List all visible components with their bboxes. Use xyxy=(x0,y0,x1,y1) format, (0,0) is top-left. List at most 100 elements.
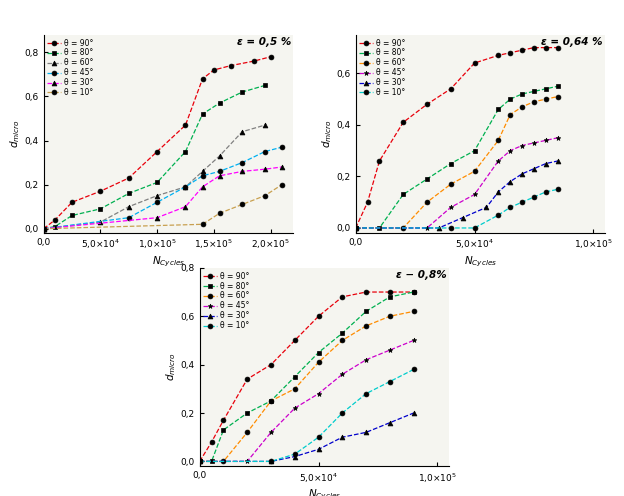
θ = 10° xyxy=(238,201,246,207)
θ = 80° xyxy=(314,350,322,356)
θ = 45° xyxy=(470,191,478,197)
θ = 80° xyxy=(199,111,207,117)
Line: θ = 30°: θ = 30° xyxy=(353,159,560,231)
Legend: θ = 90°, θ = 80°, θ = 60°, θ = 45°, θ = 30°, θ = 10°: θ = 90°, θ = 80°, θ = 60°, θ = 45°, θ = … xyxy=(358,37,406,99)
θ = 10° xyxy=(216,210,223,216)
θ = 90° xyxy=(208,439,215,445)
θ = 90° xyxy=(519,47,526,53)
θ = 80° xyxy=(267,398,275,404)
θ = 45° xyxy=(530,140,538,146)
Line: θ = 90°: θ = 90° xyxy=(41,55,273,231)
θ = 30° xyxy=(410,410,417,416)
θ = 45° xyxy=(261,149,269,155)
Y-axis label: $d_{micro}$: $d_{micro}$ xyxy=(164,353,178,381)
θ = 90° xyxy=(97,188,104,194)
Line: θ = 80°: θ = 80° xyxy=(41,83,267,231)
θ = 60° xyxy=(238,129,246,135)
θ = 80° xyxy=(447,161,454,167)
θ = 80° xyxy=(238,89,246,95)
θ = 60° xyxy=(363,323,370,329)
θ = 80° xyxy=(261,82,269,88)
θ = 10° xyxy=(261,192,269,198)
Legend: θ = 90°, θ = 80°, θ = 60°, θ = 45°, θ = 30°, θ = 10°: θ = 90°, θ = 80°, θ = 60°, θ = 45°, θ = … xyxy=(46,37,94,99)
Line: θ = 45°: θ = 45° xyxy=(41,145,285,231)
θ = 60° xyxy=(542,96,550,102)
θ = 90° xyxy=(220,417,227,423)
Line: θ = 80°: θ = 80° xyxy=(197,290,416,464)
θ = 90° xyxy=(291,337,298,343)
θ = 10° xyxy=(196,458,203,464)
θ = 60° xyxy=(199,169,207,175)
θ = 90° xyxy=(495,53,502,59)
θ = 45° xyxy=(182,184,189,190)
θ = 30° xyxy=(196,458,203,464)
θ = 10° xyxy=(530,194,538,200)
θ = 45° xyxy=(40,226,47,232)
θ = 30° xyxy=(459,215,466,221)
θ = 45° xyxy=(154,199,161,205)
θ = 30° xyxy=(386,420,394,426)
θ = 10° xyxy=(542,189,550,195)
X-axis label: $N_{Cycles}$: $N_{Cycles}$ xyxy=(464,254,497,268)
θ = 90° xyxy=(227,62,235,68)
θ = 90° xyxy=(410,289,417,295)
θ = 45° xyxy=(410,337,417,343)
θ = 90° xyxy=(196,458,203,464)
θ = 60° xyxy=(339,337,346,343)
θ = 60° xyxy=(196,458,203,464)
Line: θ = 10°: θ = 10° xyxy=(197,367,416,464)
θ = 45° xyxy=(267,430,275,435)
θ = 60° xyxy=(40,226,47,232)
θ = 45° xyxy=(386,347,394,353)
X-axis label: $N_{Cycles}$: $N_{Cycles}$ xyxy=(308,487,341,496)
θ = 90° xyxy=(542,45,550,51)
θ = 60° xyxy=(352,225,359,231)
Line: θ = 10°: θ = 10° xyxy=(353,187,560,231)
θ = 30° xyxy=(314,446,322,452)
θ = 80° xyxy=(97,206,104,212)
θ = 80° xyxy=(519,91,526,97)
θ = 60° xyxy=(507,112,514,118)
θ = 10° xyxy=(363,391,370,397)
θ = 30° xyxy=(519,171,526,177)
θ = 90° xyxy=(364,199,371,205)
θ = 10° xyxy=(519,199,526,205)
θ = 90° xyxy=(339,294,346,300)
θ = 80° xyxy=(507,96,514,102)
θ = 45° xyxy=(125,215,132,221)
θ = 45° xyxy=(291,405,298,411)
θ = 30° xyxy=(40,226,47,232)
θ = 60° xyxy=(97,219,104,225)
θ = 30° xyxy=(261,166,269,172)
θ = 30° xyxy=(339,434,346,440)
θ = 90° xyxy=(530,45,538,51)
θ = 10° xyxy=(339,410,346,416)
θ = 45° xyxy=(196,458,203,464)
θ = 30° xyxy=(182,204,189,210)
θ = 60° xyxy=(267,398,275,404)
θ = 45° xyxy=(314,391,322,397)
Line: θ = 30°: θ = 30° xyxy=(41,165,285,231)
Text: ε = 0,5 %: ε = 0,5 % xyxy=(236,37,291,47)
θ = 90° xyxy=(267,362,275,368)
θ = 80° xyxy=(530,88,538,94)
θ = 30° xyxy=(199,184,207,190)
θ = 30° xyxy=(542,161,550,167)
Y-axis label: $d_{micro}$: $d_{micro}$ xyxy=(8,120,22,148)
θ = 60° xyxy=(261,122,269,128)
θ = 45° xyxy=(542,137,550,143)
θ = 45° xyxy=(352,225,359,231)
θ = 60° xyxy=(470,168,478,174)
θ = 10° xyxy=(410,367,417,372)
θ = 60° xyxy=(519,104,526,110)
θ = 45° xyxy=(339,372,346,377)
θ = 60° xyxy=(243,430,251,435)
X-axis label: $N_{Cycles}$: $N_{Cycles}$ xyxy=(152,254,185,268)
θ = 80° xyxy=(495,107,502,113)
θ = 90° xyxy=(51,217,59,223)
θ = 90° xyxy=(386,289,394,295)
θ = 60° xyxy=(314,359,322,365)
θ = 80° xyxy=(216,100,223,106)
θ = 30° xyxy=(507,179,514,185)
Line: θ = 90°: θ = 90° xyxy=(353,45,560,231)
